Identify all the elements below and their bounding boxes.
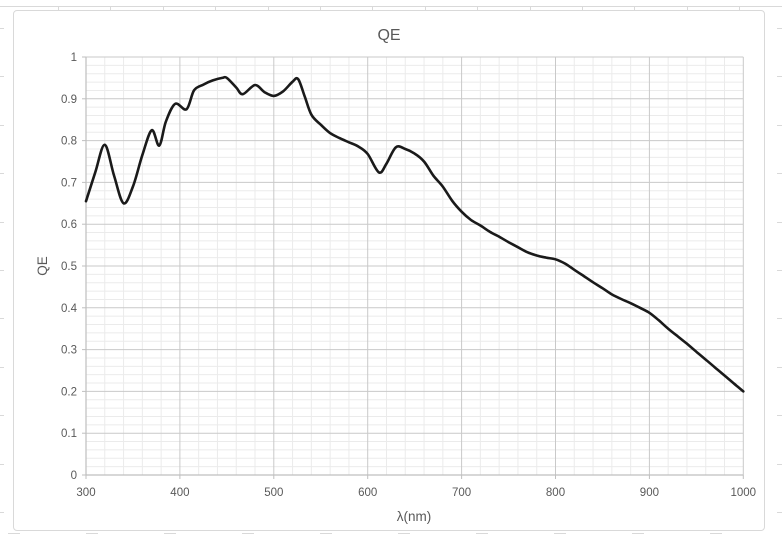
y-tick-label: 0.2 bbox=[61, 386, 77, 398]
worksheet-gridline bbox=[777, 366, 782, 368]
worksheet-gridline bbox=[0, 221, 4, 223]
worksheet-gridline bbox=[242, 533, 254, 534]
worksheet-gridline bbox=[477, 6, 479, 10]
worksheet-gridline bbox=[529, 6, 531, 10]
worksheet-gridline bbox=[0, 6, 782, 7]
x-tick-label: 900 bbox=[640, 487, 659, 499]
chart-title: QE bbox=[377, 27, 400, 44]
x-tick-label: 800 bbox=[546, 487, 565, 499]
worksheet-gridline bbox=[582, 6, 583, 10]
worksheet-gridline bbox=[162, 6, 164, 10]
y-tick-label: 0.1 bbox=[61, 428, 77, 440]
worksheet-gridline bbox=[0, 124, 4, 126]
worksheet-gridline bbox=[8, 533, 20, 534]
chart-frame[interactable] bbox=[13, 10, 765, 531]
worksheet-gridline bbox=[777, 76, 782, 78]
worksheet-gridline bbox=[424, 6, 426, 10]
worksheet-gridline bbox=[372, 6, 374, 10]
worksheet-gridline bbox=[0, 318, 4, 320]
worksheet-gridline bbox=[777, 124, 782, 126]
worksheet-gridline bbox=[777, 173, 782, 175]
worksheet-gridline bbox=[777, 221, 782, 223]
y-axis-title: QE bbox=[35, 256, 50, 276]
worksheet-gridline bbox=[58, 6, 59, 10]
worksheet-gridline bbox=[164, 533, 176, 534]
worksheet-gridline bbox=[0, 270, 4, 271]
worksheet-gridline bbox=[0, 76, 4, 78]
y-tick-label: 1 bbox=[71, 52, 77, 64]
worksheet-gridline bbox=[215, 6, 217, 10]
major-gridlines bbox=[85, 56, 744, 476]
worksheet-gridline bbox=[777, 28, 782, 29]
x-tick-label: 1000 bbox=[731, 487, 757, 499]
worksheet-gridline bbox=[554, 533, 566, 534]
qe-curve bbox=[84, 75, 745, 393]
worksheet-gridline bbox=[777, 512, 782, 513]
y-tick-label: 0.4 bbox=[61, 303, 78, 315]
axis-tick-marks bbox=[82, 56, 744, 479]
worksheet-gridline bbox=[398, 533, 410, 534]
x-tick-label: 700 bbox=[452, 487, 471, 499]
x-axis-title: λ(nm) bbox=[397, 509, 432, 524]
worksheet-gridline bbox=[777, 463, 782, 465]
y-tick-label: 0.6 bbox=[61, 219, 77, 231]
worksheet-gridline bbox=[0, 28, 4, 29]
axis-tick-labels: 300 400 500 600 700 800 900 1000 0 0.1 0.2 0.3 0.4 0.… bbox=[61, 52, 756, 499]
x-tick-label: 600 bbox=[358, 487, 377, 499]
y-tick-label: 0.9 bbox=[61, 94, 77, 106]
worksheet-gridline bbox=[777, 415, 782, 417]
y-tick-label: 0.8 bbox=[61, 136, 77, 148]
x-tick-label: 500 bbox=[264, 487, 283, 499]
worksheet-gridline bbox=[0, 173, 4, 175]
y-tick-label: 0.7 bbox=[61, 177, 77, 189]
worksheet-gridline bbox=[686, 6, 688, 10]
worksheet-gridline bbox=[320, 6, 321, 10]
y-tick-label: 0.5 bbox=[61, 261, 77, 273]
worksheet-gridline bbox=[777, 270, 782, 271]
y-tick-label: 0 bbox=[71, 470, 77, 482]
worksheet-gridline bbox=[777, 318, 782, 320]
worksheet-gridline bbox=[0, 463, 4, 465]
x-tick-label: 400 bbox=[170, 487, 189, 499]
worksheet-gridline bbox=[634, 6, 636, 10]
worksheet-gridline bbox=[110, 6, 112, 10]
worksheet-gridline bbox=[267, 6, 269, 10]
y-tick-label: 0.3 bbox=[61, 345, 77, 357]
worksheet-gridline bbox=[0, 512, 4, 513]
worksheet-gridline bbox=[739, 6, 741, 10]
worksheet-gridline bbox=[710, 533, 722, 534]
worksheet-gridline bbox=[320, 533, 332, 534]
x-tick-label: 300 bbox=[76, 487, 95, 499]
worksheet-gridline bbox=[86, 533, 98, 534]
worksheet-gridline bbox=[0, 415, 4, 417]
worksheet-gridline bbox=[0, 366, 4, 368]
minor-gridlines bbox=[86, 57, 744, 475]
worksheet-gridline bbox=[476, 533, 488, 534]
worksheet-gridline bbox=[632, 533, 644, 534]
